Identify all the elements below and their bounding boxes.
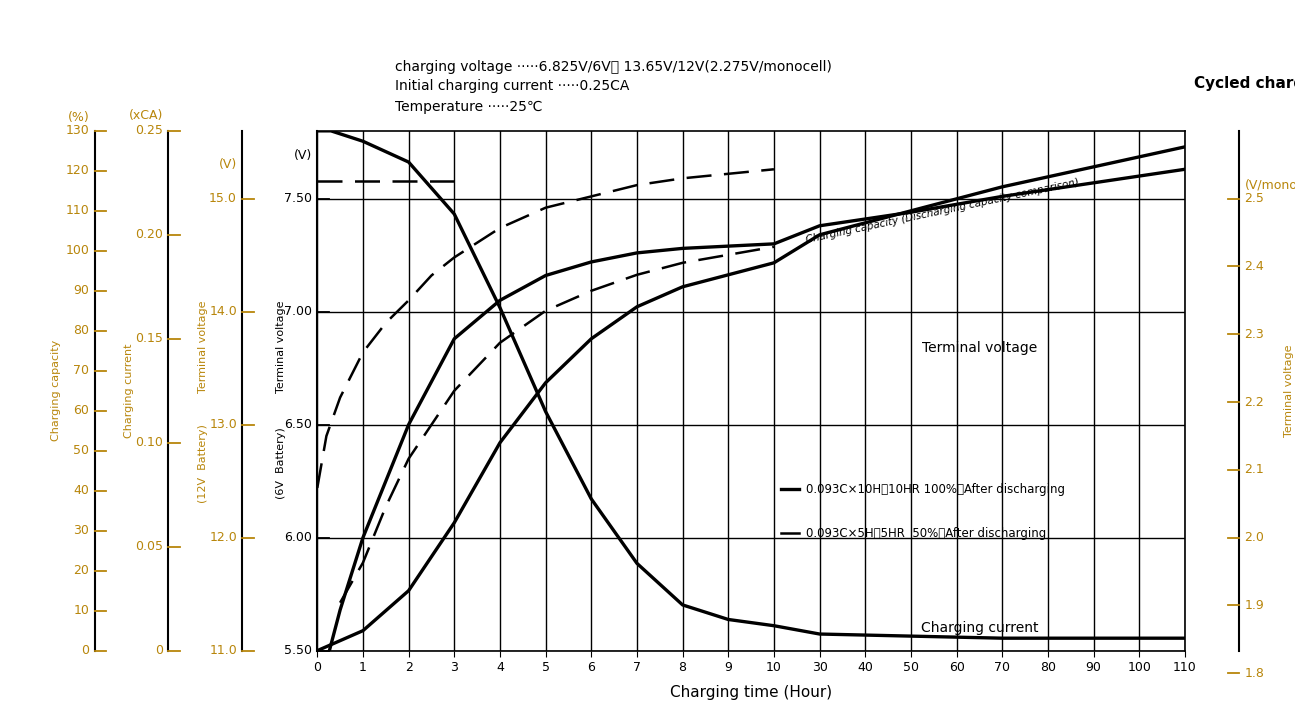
- Text: 130: 130: [66, 124, 89, 137]
- Text: charging voltage ·····6.825V/6V， 13.65V/12V(2.275V/monocell): charging voltage ·····6.825V/6V， 13.65V/…: [395, 60, 831, 73]
- Text: Charging capacity: Charging capacity: [51, 340, 61, 441]
- Text: Charging current: Charging current: [921, 621, 1039, 635]
- Text: 0.20: 0.20: [135, 228, 163, 241]
- Text: 2.1: 2.1: [1244, 463, 1264, 476]
- Text: (V): (V): [294, 149, 312, 162]
- Text: 0.25: 0.25: [135, 124, 163, 137]
- Text: 15.0: 15.0: [208, 192, 237, 205]
- Text: 0.05: 0.05: [135, 540, 163, 553]
- Text: 1.8: 1.8: [1244, 667, 1264, 680]
- Text: 2.2: 2.2: [1244, 395, 1264, 409]
- Text: 2.0: 2.0: [1244, 531, 1264, 545]
- Text: (6V  Battery): (6V Battery): [276, 427, 286, 499]
- Text: 100: 100: [66, 244, 89, 257]
- Text: 6.00: 6.00: [284, 531, 312, 545]
- Text: 11.0: 11.0: [210, 644, 237, 657]
- Text: (%): (%): [67, 111, 89, 124]
- Text: Charging capacity (Discharging capacity comparison): Charging capacity (Discharging capacity …: [805, 177, 1080, 245]
- Text: Charging current: Charging current: [124, 344, 135, 438]
- Text: 2.5: 2.5: [1244, 192, 1264, 205]
- Text: 120: 120: [66, 164, 89, 177]
- Text: (xCA): (xCA): [128, 109, 163, 121]
- Text: Terminal voltage: Terminal voltage: [276, 301, 286, 393]
- Text: 50: 50: [74, 444, 89, 457]
- Text: 0.093C×10H（10HR 100%）After discharging: 0.093C×10H（10HR 100%）After discharging: [805, 483, 1064, 496]
- Text: Temperature ·····25℃: Temperature ·····25℃: [395, 100, 543, 113]
- Text: 2.4: 2.4: [1244, 260, 1264, 273]
- Text: (V/monocell): (V/monocell): [1244, 179, 1295, 192]
- Text: 7.00: 7.00: [284, 305, 312, 318]
- Text: 12.0: 12.0: [210, 531, 237, 545]
- Text: Terminal voltage: Terminal voltage: [922, 341, 1037, 355]
- Text: 0: 0: [82, 644, 89, 657]
- Text: 90: 90: [74, 284, 89, 297]
- Text: 1.9: 1.9: [1244, 599, 1264, 612]
- Text: 20: 20: [74, 564, 89, 577]
- Text: 40: 40: [74, 484, 89, 497]
- Text: Cycled charging: Cycled charging: [1194, 76, 1295, 91]
- Text: 0.10: 0.10: [135, 436, 163, 449]
- Text: 30: 30: [74, 524, 89, 537]
- Text: 60: 60: [74, 404, 89, 417]
- Text: (V): (V): [219, 158, 237, 172]
- Text: 6.50: 6.50: [284, 418, 312, 431]
- Text: Initial charging current ·····0.25CA: Initial charging current ·····0.25CA: [395, 79, 629, 93]
- Text: 0.093C×5H（5HR  50%）After discharging: 0.093C×5H（5HR 50%）After discharging: [805, 526, 1046, 539]
- Text: (12V  Battery): (12V Battery): [198, 424, 208, 503]
- Text: 5.50: 5.50: [284, 644, 312, 657]
- Text: 2.3: 2.3: [1244, 328, 1264, 341]
- Text: Terminal voltage: Terminal voltage: [198, 301, 208, 393]
- Text: 13.0: 13.0: [210, 418, 237, 431]
- Text: 7.50: 7.50: [284, 192, 312, 205]
- Text: 0.15: 0.15: [135, 332, 163, 345]
- Text: Terminal voltage: Terminal voltage: [1283, 345, 1294, 437]
- Text: 70: 70: [74, 364, 89, 377]
- Text: 0: 0: [155, 644, 163, 657]
- Text: 10: 10: [74, 604, 89, 617]
- Text: 14.0: 14.0: [210, 305, 237, 318]
- Text: 110: 110: [66, 204, 89, 217]
- Text: 80: 80: [74, 324, 89, 337]
- X-axis label: Charging time (Hour): Charging time (Hour): [670, 685, 833, 700]
